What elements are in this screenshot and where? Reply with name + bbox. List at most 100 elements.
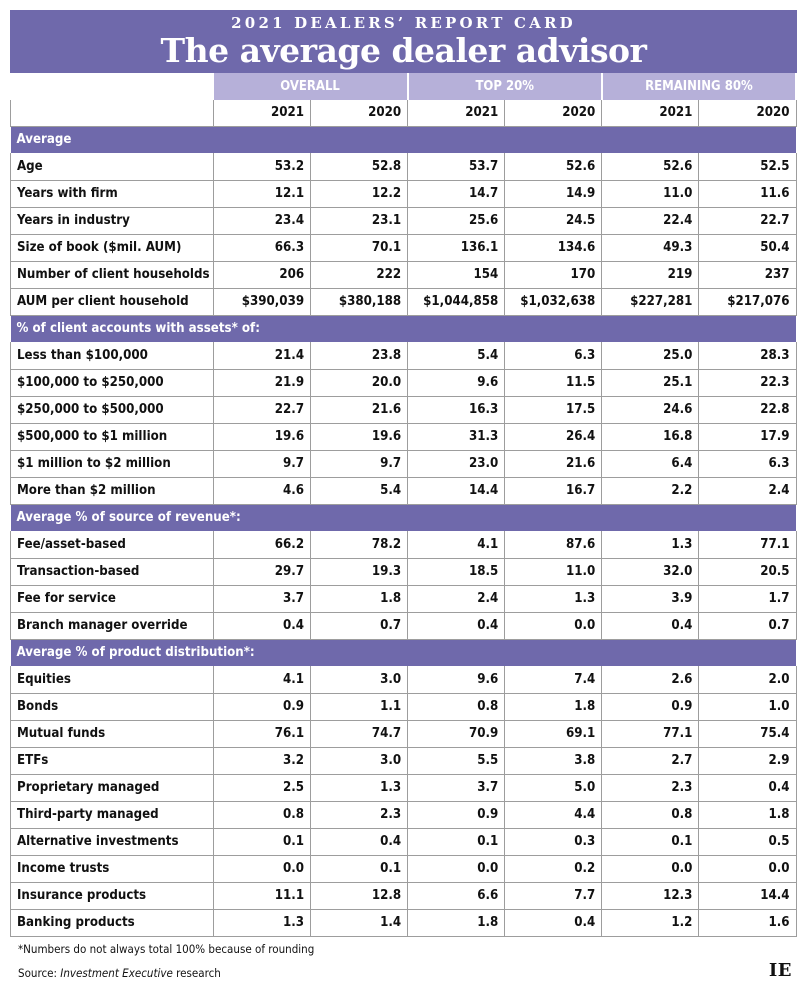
- value-cell: 2.9: [698, 747, 797, 775]
- year-blank: [10, 100, 214, 127]
- value-cell: 11.5: [504, 369, 603, 397]
- value-cell: 0.8: [601, 801, 700, 829]
- value-cell: 2.4: [407, 585, 506, 613]
- row-label: Fee/asset-based: [10, 531, 214, 559]
- value-cell: 16.3: [407, 396, 506, 424]
- value-cell: 0.4: [310, 828, 409, 856]
- value-cell: 69.1: [504, 720, 603, 748]
- value-cell: 21.6: [310, 396, 409, 424]
- group-blank: [10, 73, 214, 100]
- row-label: Banking products: [10, 909, 214, 937]
- value-cell: 0.0: [213, 855, 312, 883]
- value-cell: 21.9: [213, 369, 312, 397]
- value-cell: 53.7: [407, 153, 506, 181]
- value-cell: 1.3: [504, 585, 603, 613]
- value-cell: 1.8: [310, 585, 409, 613]
- table-row: Age 53.2 52.8 53.7 52.6 52.6 52.5: [10, 153, 797, 181]
- value-cell: 50.4: [698, 234, 797, 262]
- value-cell: 66.2: [213, 531, 312, 559]
- row-label: More than $2 million: [10, 477, 214, 505]
- table-row: Size of book ($mil. AUM) 66.3 70.1 136.1 134…: [10, 234, 797, 262]
- value-cell: 2.7: [601, 747, 700, 775]
- value-cell: 1.3: [310, 774, 409, 802]
- row-label: Fee for service: [10, 585, 214, 613]
- section-title: Average % of source of revenue*:: [10, 504, 796, 531]
- value-cell: 77.1: [601, 720, 700, 748]
- value-cell: 219: [601, 261, 700, 289]
- table-row: $1 million to $2 million 9.7 9.7 23.0 21.6 6.…: [10, 450, 797, 478]
- value-cell: 26.4: [504, 423, 603, 451]
- row-label: AUM per client household: [10, 288, 214, 316]
- value-cell: 9.6: [407, 369, 506, 397]
- value-cell: 7.4: [504, 666, 603, 694]
- report-title: The average dealer advisor: [160, 31, 647, 70]
- row-label: Years in industry: [10, 207, 214, 235]
- value-cell: 12.2: [310, 180, 409, 208]
- value-cell: $1,044,858: [407, 288, 506, 316]
- section-title: % of client accounts with assets* of:: [10, 315, 796, 342]
- value-cell: 19.6: [310, 423, 409, 451]
- table-row: Branch manager override 0.4 0.7 0.4 0.0 0.4 0.…: [10, 612, 797, 640]
- row-label: ETFs: [10, 747, 214, 775]
- value-cell: 0.9: [213, 693, 312, 721]
- group-remaining-80: REMAINING 80%: [601, 73, 798, 100]
- table-row: More than $2 million 4.6 5.4 14.4 16.7 2.2 2.4: [10, 477, 797, 505]
- source-suffix: research: [172, 966, 221, 980]
- year-header: 2021: [407, 100, 506, 127]
- row-label: $100,000 to $250,000: [10, 369, 214, 397]
- value-cell: 21.6: [504, 450, 603, 478]
- value-cell: 0.5: [698, 828, 797, 856]
- footnote: *Numbers do not always total 100% becaus…: [18, 942, 315, 956]
- row-label: Insurance products: [10, 882, 214, 910]
- value-cell: 4.1: [213, 666, 312, 694]
- section-title: Average % of product distribution*:: [10, 639, 796, 666]
- value-cell: 154: [407, 261, 506, 289]
- value-cell: 3.8: [504, 747, 603, 775]
- table-row: Bonds 0.9 1.1 0.8 1.8 0.9 1.0: [10, 693, 797, 721]
- value-cell: $227,281: [601, 288, 700, 316]
- value-cell: 20.0: [310, 369, 409, 397]
- value-cell: 5.0: [504, 774, 603, 802]
- value-cell: 3.0: [310, 666, 409, 694]
- value-cell: 2.0: [698, 666, 797, 694]
- value-cell: 25.6: [407, 207, 506, 235]
- row-label: $250,000 to $500,000: [10, 396, 214, 424]
- table-row: Number of client households 206 222 154 170 2…: [10, 261, 797, 289]
- value-cell: 0.3: [504, 828, 603, 856]
- value-cell: 24.6: [601, 396, 700, 424]
- value-cell: 76.1: [213, 720, 312, 748]
- value-cell: 12.1: [213, 180, 312, 208]
- value-cell: 4.6: [213, 477, 312, 505]
- row-label: $1 million to $2 million: [10, 450, 214, 478]
- value-cell: 222: [310, 261, 409, 289]
- value-cell: 7.7: [504, 882, 603, 910]
- value-cell: 77.1: [698, 531, 797, 559]
- value-cell: 0.1: [213, 828, 312, 856]
- value-cell: 0.7: [698, 612, 797, 640]
- group-top-20: TOP 20%: [407, 73, 603, 100]
- value-cell: 2.5: [213, 774, 312, 802]
- value-cell: 22.7: [213, 396, 312, 424]
- value-cell: 2.3: [601, 774, 700, 802]
- value-cell: 87.6: [504, 531, 603, 559]
- value-cell: 0.0: [407, 855, 506, 883]
- row-label: Size of book ($mil. AUM): [10, 234, 214, 262]
- value-cell: 0.9: [601, 693, 700, 721]
- value-cell: 1.8: [504, 693, 603, 721]
- value-cell: 1.7: [698, 585, 797, 613]
- value-cell: 136.1: [407, 234, 506, 262]
- value-cell: 75.4: [698, 720, 797, 748]
- value-cell: 28.3: [698, 342, 797, 370]
- value-cell: 52.6: [601, 153, 700, 181]
- value-cell: 3.7: [213, 585, 312, 613]
- year-header: 2021: [601, 100, 700, 127]
- row-label: Branch manager override: [10, 612, 214, 640]
- row-label: Alternative investments: [10, 828, 214, 856]
- value-cell: 1.8: [698, 801, 797, 829]
- table-row: Alternative investments 0.1 0.4 0.1 0.3 0.1 0.…: [10, 828, 797, 856]
- value-cell: 17.9: [698, 423, 797, 451]
- source-line: Source: Investment Executive research: [18, 966, 221, 980]
- row-label: $500,000 to $1 million: [10, 423, 214, 451]
- value-cell: 11.1: [213, 882, 312, 910]
